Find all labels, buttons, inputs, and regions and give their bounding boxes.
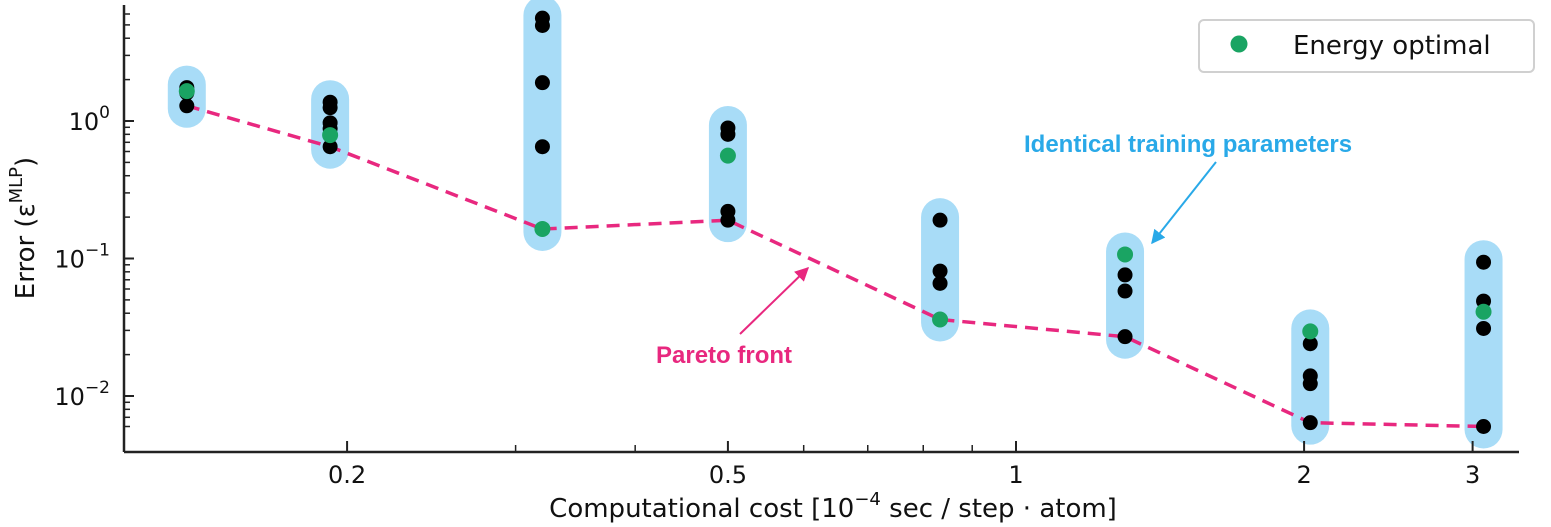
model-point bbox=[534, 139, 550, 155]
energy-optimal-point bbox=[534, 220, 551, 237]
pareto-annotation-arrow bbox=[739, 267, 810, 335]
model-point bbox=[720, 126, 736, 142]
energy-optimal-point bbox=[932, 311, 949, 328]
y-axis-label: Error (εMLP) bbox=[6, 157, 41, 299]
model-point bbox=[534, 17, 550, 33]
x-tick-label: 3 bbox=[1465, 461, 1480, 489]
model-point bbox=[932, 275, 948, 291]
model-point bbox=[1476, 254, 1492, 270]
model-point bbox=[1302, 336, 1318, 352]
y-tick-label: 10−1 bbox=[54, 241, 110, 274]
identical-training-annotation: Identical training parameters bbox=[1024, 131, 1352, 158]
energy-optimal-point bbox=[1117, 246, 1134, 263]
legend: Energy optimal bbox=[1198, 19, 1535, 73]
x-ticks: 0.2 0.5 1 2 3 bbox=[328, 441, 1480, 489]
model-point bbox=[932, 212, 948, 228]
legend-label: Energy optimal bbox=[1293, 31, 1491, 61]
x-tick-label: 2 bbox=[1296, 461, 1311, 489]
model-point bbox=[1302, 376, 1318, 392]
model-point bbox=[720, 212, 736, 228]
model-point bbox=[322, 100, 338, 116]
model-point bbox=[932, 263, 948, 279]
group-band bbox=[1464, 240, 1503, 449]
data-points bbox=[178, 10, 1492, 435]
model-point bbox=[1302, 415, 1318, 431]
energy-optimal-point bbox=[1475, 303, 1492, 320]
model-point bbox=[1117, 267, 1133, 283]
pareto-annotation: Pareto front bbox=[656, 342, 792, 369]
identical-annotation-arrow bbox=[1151, 161, 1217, 245]
model-point bbox=[1476, 419, 1492, 435]
legend-marker-energy-optimal bbox=[1230, 35, 1248, 53]
x-axis-label: Computational cost [10−4 sec / step · at… bbox=[549, 489, 1117, 524]
x-tick-label: 1 bbox=[1008, 461, 1023, 489]
energy-optimal-point bbox=[1302, 323, 1319, 340]
y-tick-label: 10−2 bbox=[54, 378, 110, 411]
energy-optimal-point bbox=[719, 147, 736, 164]
model-point bbox=[1117, 283, 1133, 299]
legend-box bbox=[1198, 19, 1535, 73]
model-point bbox=[322, 139, 338, 155]
pareto-front-line bbox=[186, 104, 1484, 429]
model-point bbox=[179, 98, 195, 114]
x-tick-label: 0.5 bbox=[709, 461, 747, 489]
model-point bbox=[1476, 320, 1492, 336]
x-tick-label: 0.2 bbox=[328, 461, 366, 489]
model-point bbox=[1117, 329, 1133, 345]
group-band bbox=[523, 0, 562, 251]
energy-optimal-point bbox=[178, 83, 195, 100]
energy-optimal-point bbox=[322, 127, 339, 144]
model-point bbox=[534, 75, 550, 91]
y-ticks: 100 10−1 10−2 bbox=[54, 13, 134, 428]
group-band bbox=[708, 105, 747, 243]
y-tick-label: 100 bbox=[69, 103, 110, 136]
